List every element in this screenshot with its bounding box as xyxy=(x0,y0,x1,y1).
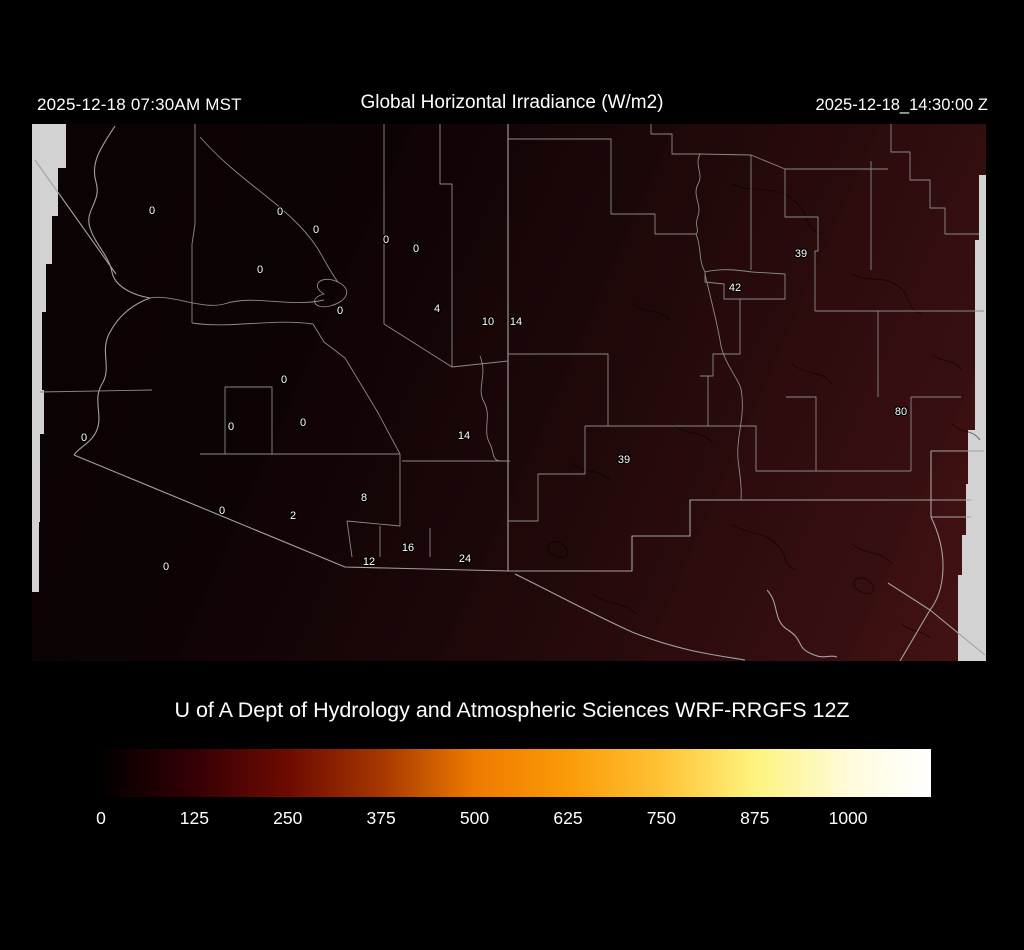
station-value: 8 xyxy=(361,492,367,504)
irradiance-field xyxy=(32,124,986,661)
state-borders xyxy=(34,124,986,661)
station-value: 0 xyxy=(149,205,155,217)
contour-lines xyxy=(547,183,981,639)
colorbar-tick-label: 625 xyxy=(553,808,583,828)
station-value: 39 xyxy=(795,248,807,260)
station-value: 0 xyxy=(219,505,225,517)
colorbar-tick-label: 375 xyxy=(366,808,396,828)
station-value: 42 xyxy=(729,282,741,294)
no-data-regions xyxy=(32,124,986,661)
colorbar-tick-label: 750 xyxy=(646,808,676,828)
station-value: 0 xyxy=(281,374,287,386)
colorbar-tick-label: 875 xyxy=(740,808,770,828)
station-value: 80 xyxy=(895,406,907,418)
colorado-river-south xyxy=(73,297,151,456)
colorbar-tick-label: 250 xyxy=(273,808,303,828)
us-mexico-border xyxy=(73,454,971,572)
station-value: 2 xyxy=(290,510,296,522)
station-value: 0 xyxy=(300,417,306,429)
station-value: 0 xyxy=(257,264,263,276)
station-value: 14 xyxy=(510,316,522,328)
station-value: 0 xyxy=(277,206,283,218)
station-value: 0 xyxy=(337,305,343,317)
no-data-region-east xyxy=(958,175,986,661)
source-caption: U of A Dept of Hydrology and Atmospheric… xyxy=(174,698,850,722)
station-value: 39 xyxy=(618,454,630,466)
station-value: 24 xyxy=(459,553,471,565)
colorbar-tick-label: 1000 xyxy=(828,808,868,828)
sonora-chihuahua-border xyxy=(514,573,746,661)
station-values: 0 0 0 0 0 0 0 4 10 14 39 42 0 0 0 0 14 0 2 8 16 12 24 0 39 80 xyxy=(80,204,909,574)
station-value: 16 xyxy=(402,542,414,554)
tx-mexico-lines xyxy=(887,516,986,661)
irradiance-map: 0 0 0 0 0 0 0 4 10 14 39 42 0 0 0 0 14 0 2 8 16 12 24 0 39 80 xyxy=(32,124,986,661)
station-value: 0 xyxy=(228,421,234,433)
plot-title: Global Horizontal Irradiance (W/m2) xyxy=(360,92,664,113)
station-value: 0 xyxy=(383,234,389,246)
colorbar-tick-labels: 0 125 250 375 500 625 750 875 1000 xyxy=(96,808,931,836)
station-value: 14 xyxy=(458,430,470,442)
station-value: 0 xyxy=(413,243,419,255)
ca-nv-border xyxy=(34,159,117,275)
colorado-river-north xyxy=(88,125,151,299)
colorbar-tick-label: 125 xyxy=(179,808,209,828)
station-value: 0 xyxy=(163,561,169,573)
valid-time-utc: 2025-12-18_14:30:00 Z xyxy=(815,96,988,114)
no-data-region-west xyxy=(32,124,66,592)
colorbar-tick-label: 0 xyxy=(96,808,106,828)
rio-grande-mexico xyxy=(766,589,838,658)
county-boundaries xyxy=(39,124,984,558)
station-value: 10 xyxy=(482,316,494,328)
irradiance-map-panel: 0 0 0 0 0 0 0 4 10 14 39 42 0 0 0 0 14 0 2 8 16 12 24 0 39 80 xyxy=(32,124,986,661)
station-value: 0 xyxy=(81,432,87,444)
colorbar xyxy=(101,749,931,797)
station-value: 12 xyxy=(363,556,375,568)
station-value: 0 xyxy=(313,224,319,236)
valid-time-local: 2025-12-18 07:30AM MST xyxy=(37,95,242,114)
colorbar-tick-label: 500 xyxy=(459,808,490,828)
station-value: 4 xyxy=(434,303,440,315)
